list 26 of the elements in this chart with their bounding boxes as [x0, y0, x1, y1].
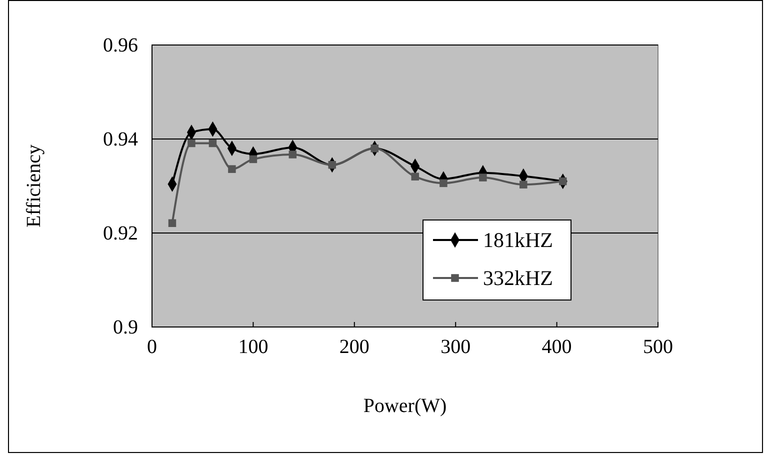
point [328, 160, 336, 169]
y-tick-label: 0.94 [103, 128, 138, 150]
point [440, 179, 448, 188]
y-tick-label: 0.92 [103, 222, 138, 244]
x-tick-label: 300 [440, 336, 471, 358]
x-tick-label: 500 [643, 336, 673, 358]
x-axis-title: Power(W) [363, 395, 447, 417]
x-tick-label: 200 [339, 336, 370, 358]
y-axis-title: Efficiency [23, 144, 45, 228]
y-tick-label: 0.96 [103, 34, 138, 56]
legend-label: 181kHZ [483, 228, 553, 252]
x-tick-label: 100 [238, 336, 268, 358]
point [188, 139, 196, 148]
point [288, 150, 297, 158]
point [559, 177, 567, 186]
x-tick-label: 0 [147, 336, 157, 358]
point [479, 174, 487, 182]
point [168, 219, 176, 228]
point [411, 172, 419, 180]
point [208, 139, 217, 148]
legend-label: 332kHZ [483, 266, 553, 290]
x-tick-label: 400 [542, 336, 572, 358]
y-tick-label: 0.9 [113, 316, 138, 338]
point [520, 180, 528, 188]
point [228, 165, 236, 173]
point [249, 155, 258, 164]
